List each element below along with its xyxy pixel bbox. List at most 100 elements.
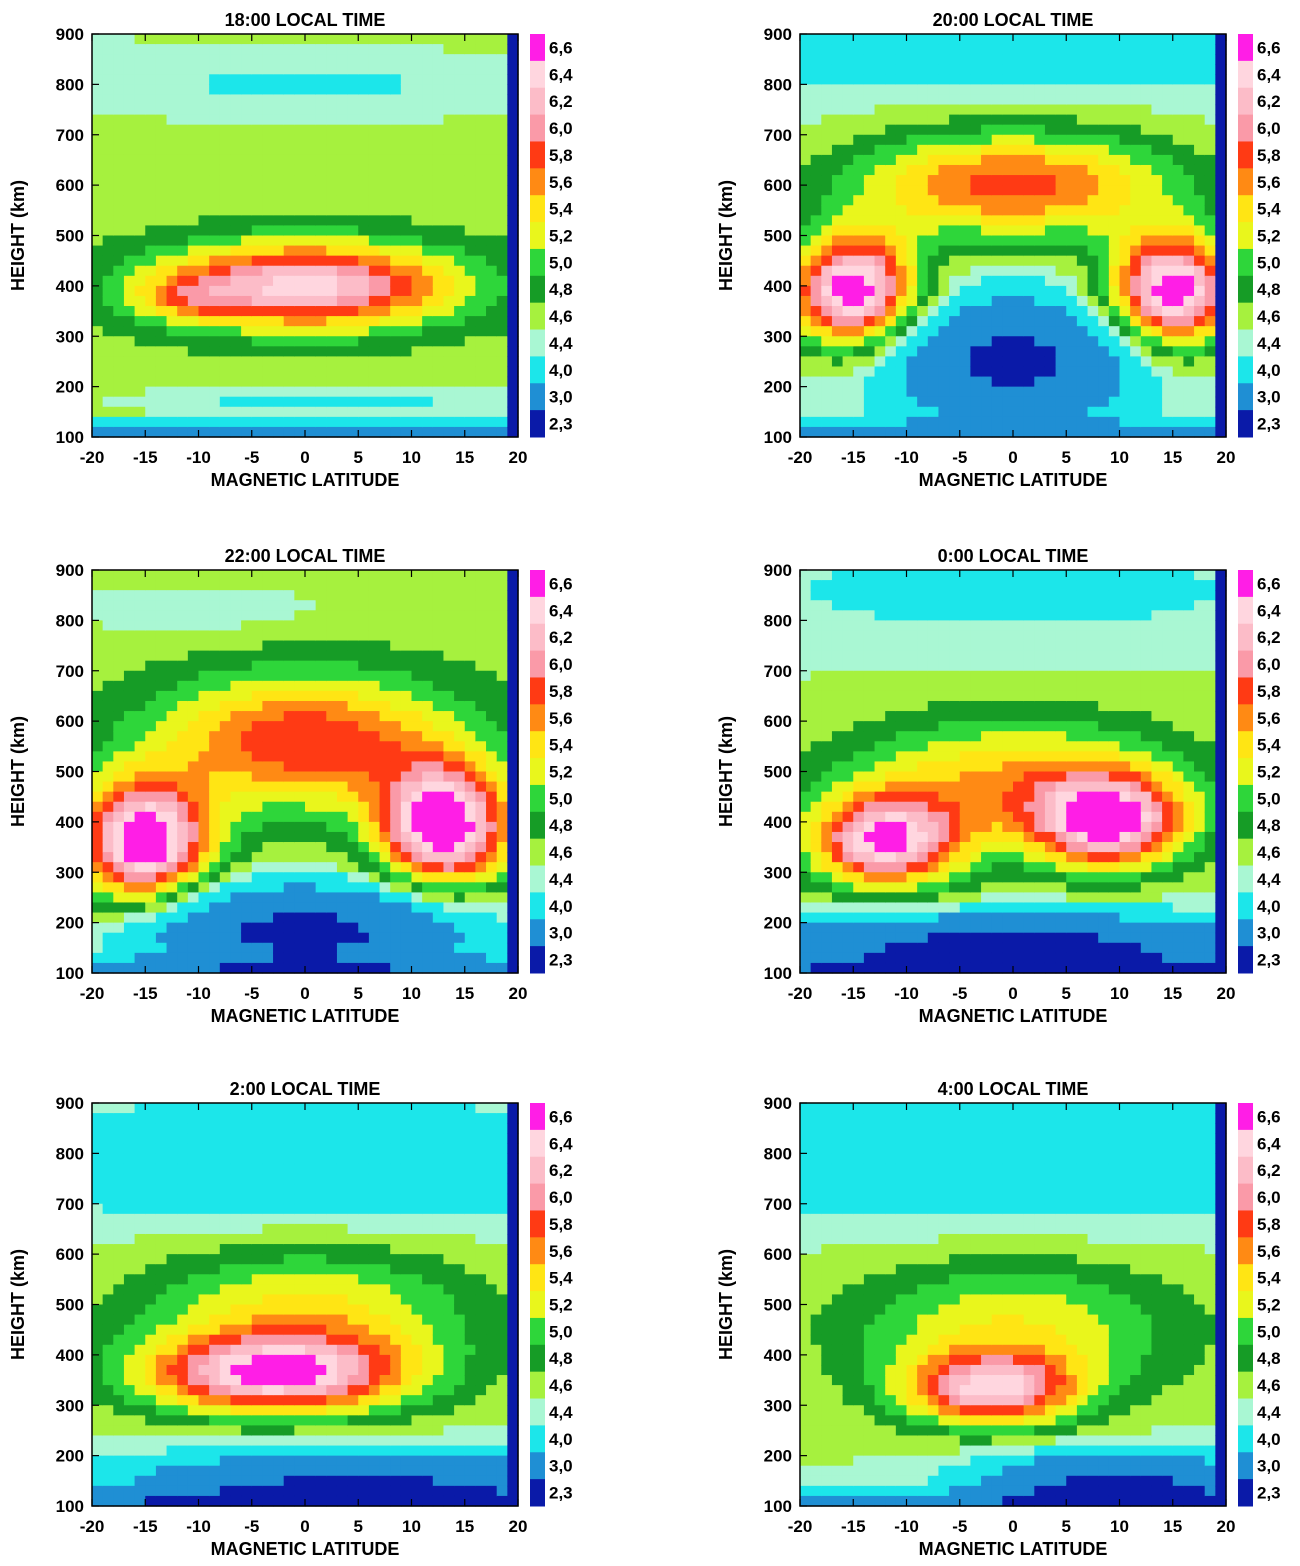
heatmap-cell xyxy=(465,882,476,893)
heatmap-cell xyxy=(981,115,992,126)
heatmap-cell xyxy=(1151,286,1162,297)
heatmap-cell xyxy=(465,681,476,692)
heatmap-cell xyxy=(305,165,316,176)
heatmap-cell xyxy=(422,165,433,176)
heatmap-cell xyxy=(917,34,928,45)
heatmap-cell xyxy=(92,590,103,601)
heatmap-cell xyxy=(497,366,508,377)
heatmap-cell xyxy=(811,417,822,428)
heatmap-cell xyxy=(422,802,433,813)
heatmap-cell xyxy=(380,205,391,216)
heatmap-cell xyxy=(230,366,241,377)
heatmap-cell xyxy=(497,610,508,621)
heatmap-cell xyxy=(443,215,454,226)
heatmap-cell xyxy=(337,205,348,216)
heatmap-cell xyxy=(380,397,391,408)
heatmap-cell xyxy=(209,64,220,75)
heatmap-cell xyxy=(853,225,864,236)
heatmap-cell xyxy=(465,923,476,934)
heatmap-cell xyxy=(326,772,337,783)
heatmap-cell xyxy=(316,822,327,833)
heatmap-cell xyxy=(326,933,337,944)
heatmap-cell xyxy=(1141,377,1152,388)
heatmap-cell xyxy=(497,246,508,257)
heatmap-cell xyxy=(800,276,811,287)
heatmap-cell xyxy=(252,145,263,156)
heatmap-cell xyxy=(433,34,444,45)
heatmap-cell xyxy=(316,721,327,732)
heatmap-cell xyxy=(326,751,337,762)
heatmap-cell xyxy=(294,772,305,783)
heatmap-cell xyxy=(1098,44,1109,55)
heatmap-cell xyxy=(380,165,391,176)
heatmap-cell xyxy=(1183,175,1194,186)
heatmap-cell xyxy=(949,205,960,216)
heatmap-cell xyxy=(422,822,433,833)
heatmap-cell xyxy=(928,246,939,257)
heatmap-cell xyxy=(348,64,359,75)
heatmap-cell xyxy=(252,832,263,843)
heatmap-cell xyxy=(896,135,907,146)
heatmap-cell xyxy=(167,397,178,408)
heatmap-cell xyxy=(252,276,263,287)
heatmap-cell xyxy=(1194,346,1205,357)
heatmap-cell xyxy=(199,427,210,438)
heatmap-cell xyxy=(1215,74,1226,85)
heatmap-cell xyxy=(390,570,401,581)
heatmap-cell xyxy=(348,316,359,327)
heatmap-cell xyxy=(497,175,508,186)
heatmap-cell xyxy=(1162,225,1173,236)
heatmap-cell xyxy=(401,397,412,408)
heatmap-cell xyxy=(124,306,135,317)
heatmap-cell xyxy=(1045,306,1056,317)
heatmap-cell xyxy=(1098,246,1109,257)
heatmap-cell xyxy=(273,246,284,257)
heatmap-cell xyxy=(305,306,316,317)
heatmap-cell xyxy=(800,155,811,166)
heatmap-cell xyxy=(938,296,949,307)
heatmap-cell xyxy=(1024,215,1035,226)
heatmap-cell xyxy=(305,256,316,267)
heatmap-cell xyxy=(273,620,284,631)
heatmap-cell xyxy=(177,943,188,954)
heatmap-cell xyxy=(486,872,497,883)
heatmap-cell xyxy=(220,417,231,428)
heatmap-cell xyxy=(1088,346,1099,357)
heatmap-cell xyxy=(135,296,146,307)
heatmap-cell xyxy=(252,792,263,803)
heatmap-cell xyxy=(443,741,454,752)
heatmap-cell xyxy=(113,276,124,287)
heatmap-cell xyxy=(1215,185,1226,196)
heatmap-cell xyxy=(1205,286,1216,297)
heatmap-cell xyxy=(896,256,907,267)
heatmap-cell xyxy=(475,671,486,682)
heatmap-cell xyxy=(422,185,433,196)
heatmap-cell xyxy=(1141,34,1152,45)
heatmap-cell xyxy=(199,963,210,974)
heatmap-cell xyxy=(465,125,476,136)
heatmap-cell xyxy=(465,641,476,652)
heatmap-cell xyxy=(188,195,199,206)
heatmap-cell xyxy=(401,306,412,317)
heatmap-cell xyxy=(209,681,220,692)
heatmap-cell xyxy=(507,175,518,186)
heatmap-cell xyxy=(135,671,146,682)
heatmap-cell xyxy=(1215,125,1226,136)
heatmap-cell xyxy=(252,772,263,783)
heatmap-cell xyxy=(885,276,896,287)
heatmap-cell xyxy=(422,397,433,408)
heatmap-cell xyxy=(853,54,864,65)
heatmap-cell xyxy=(1077,306,1088,317)
heatmap-cell xyxy=(390,225,401,236)
heatmap-cell xyxy=(145,377,156,388)
heatmap-cell xyxy=(209,387,220,398)
colorbar-swatch xyxy=(530,383,545,410)
heatmap-cell xyxy=(199,155,210,166)
heatmap-cell xyxy=(220,802,231,813)
heatmap-cell xyxy=(443,205,454,216)
heatmap-cell xyxy=(145,641,156,652)
heatmap-cell xyxy=(917,276,928,287)
heatmap-cell xyxy=(1162,346,1173,357)
heatmap-cell xyxy=(92,600,103,611)
heatmap-cell xyxy=(928,44,939,55)
